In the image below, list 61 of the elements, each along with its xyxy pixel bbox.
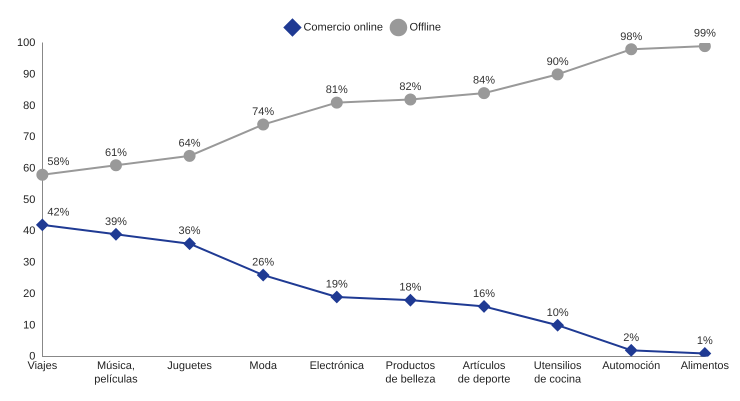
y-tick-label: 100 [16, 37, 36, 50]
point [110, 159, 122, 172]
point [184, 238, 196, 250]
point [478, 300, 490, 312]
legend-label: Offline [409, 22, 442, 34]
point [36, 218, 48, 231]
data-label: 64% [178, 137, 201, 150]
data-label: 18% [399, 282, 422, 294]
data-label: 2% [623, 332, 640, 344]
point [36, 168, 48, 181]
point [478, 87, 490, 100]
data-label: 42% [47, 206, 70, 218]
data-label: 26% [252, 256, 274, 269]
data-label: 10% [546, 306, 569, 319]
point [404, 294, 416, 306]
y-tick-label: 70 [23, 131, 36, 144]
data-label: 84% [473, 74, 496, 87]
y-tick-label: 50 [23, 194, 36, 206]
point [625, 43, 638, 56]
point [552, 319, 564, 332]
point [698, 347, 711, 357]
point [552, 68, 564, 80]
y-tick-label: 90 [23, 68, 36, 80]
data-label: 82% [399, 80, 422, 93]
point [257, 118, 270, 131]
point [257, 269, 270, 282]
x-tick-label: Juguetes [167, 360, 212, 372]
legend-label: Comercio online [303, 22, 383, 34]
x-tick-label: Automoción [602, 360, 660, 372]
data-label: 74% [252, 106, 274, 118]
data-label: 19% [326, 278, 348, 291]
x-tick-label: Música, películas [94, 360, 138, 386]
x-tick-label: Artículos de deporte [458, 360, 510, 386]
y-tick-label: 80 [23, 100, 36, 112]
data-label: 81% [326, 84, 348, 96]
data-label: 58% [47, 156, 70, 168]
x-tick-label: Electrónica [310, 360, 365, 372]
point [404, 93, 416, 106]
x-tick-label: Alimentos [680, 360, 730, 372]
point [330, 96, 343, 109]
point [625, 344, 638, 356]
y-tick-label: 40 [23, 225, 36, 238]
y-tick-label: 10 [23, 319, 36, 332]
y-tick-label: 60 [23, 162, 36, 174]
y-tick-label: 20 [23, 288, 36, 300]
data-label: 1% [696, 334, 714, 347]
data-label: 39% [104, 216, 128, 228]
x-tick-label: Moda [249, 360, 278, 372]
data-label: 98% [620, 30, 642, 43]
data-label: 99% [694, 28, 716, 40]
point [330, 291, 343, 304]
point [184, 150, 196, 162]
x-tick-label: Utensilios de cocina [534, 360, 582, 386]
data-label: 90% [546, 56, 569, 68]
x-tick-label: Viajes [27, 360, 58, 372]
data-label: 16% [473, 288, 496, 300]
point [110, 228, 122, 240]
x-tick-label: Productos de belleza [385, 360, 436, 386]
data-label: 36% [178, 225, 201, 238]
data-label: 61% [104, 146, 128, 159]
y-tick-label: 30 [23, 256, 36, 269]
